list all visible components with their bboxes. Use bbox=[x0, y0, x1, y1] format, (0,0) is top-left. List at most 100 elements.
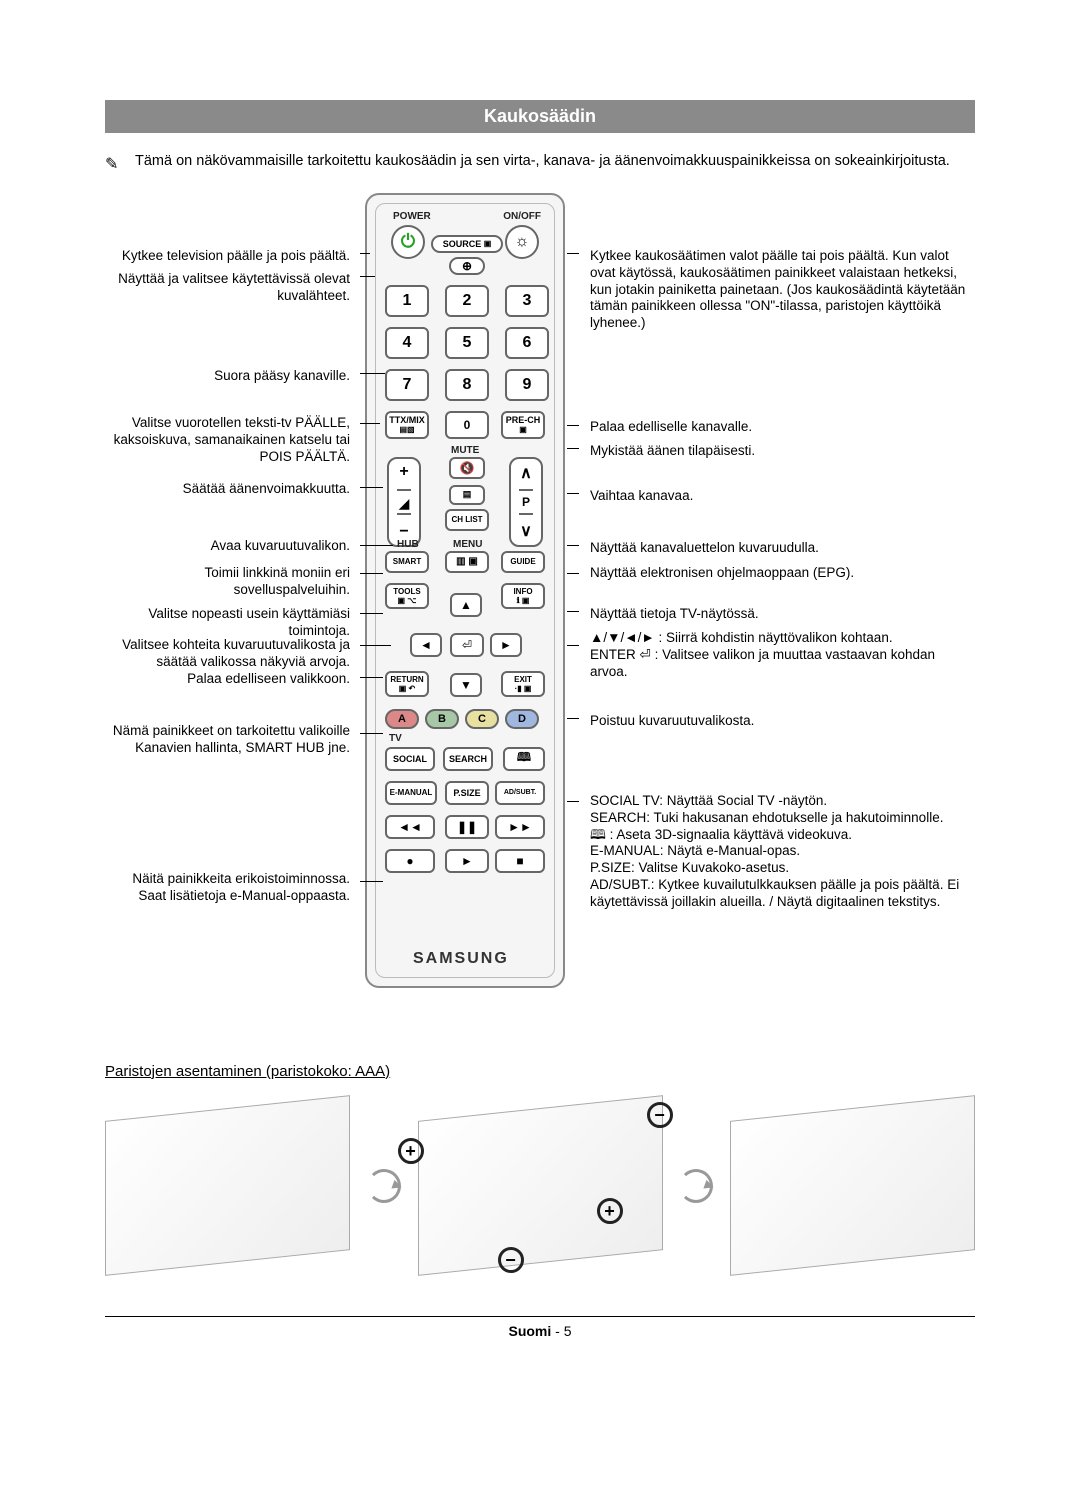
battery-heading: Paristojen asentaminen (paristokoko: AAA… bbox=[105, 1063, 975, 1080]
social-button[interactable]: SOCIAL bbox=[385, 747, 435, 771]
ffwd-button[interactable]: ►► bbox=[495, 815, 545, 839]
source-button[interactable]: SOURCE ▣ bbox=[431, 235, 503, 253]
ttx-button[interactable]: TTX/MIX▤▧ bbox=[385, 411, 429, 439]
channel-rocker[interactable]: ∧ P ∨ bbox=[509, 457, 543, 547]
adsubt-button[interactable]: AD/SUBT. bbox=[495, 781, 545, 805]
pause-button[interactable]: ❚❚ bbox=[445, 815, 489, 839]
right-desc: Näyttää elektronisen ohjelmaoppaan (EPG)… bbox=[590, 565, 970, 582]
left-desc: Nämä painikkeet on tarkoitettu valikoill… bbox=[105, 723, 350, 757]
return-button[interactable]: RETURN▣ ↶ bbox=[385, 671, 429, 697]
dpad-down[interactable]: ▼ bbox=[450, 673, 482, 697]
emanual-button[interactable]: E-MANUAL bbox=[385, 781, 437, 805]
leader-line bbox=[360, 881, 383, 882]
btn-b[interactable]: B bbox=[425, 709, 459, 729]
mute-button[interactable]: 🔇 bbox=[449, 457, 485, 479]
battery-diagram: + − − + bbox=[105, 1096, 975, 1276]
menu-label: MENU bbox=[453, 539, 482, 550]
leader-line bbox=[567, 611, 579, 612]
leader-line bbox=[360, 423, 380, 424]
num-8[interactable]: 8 bbox=[445, 369, 489, 401]
num-9[interactable]: 9 bbox=[505, 369, 549, 401]
leader-line bbox=[567, 448, 579, 449]
btn-a[interactable]: A bbox=[385, 709, 419, 729]
record-button[interactable]: ● bbox=[385, 849, 435, 873]
power-label: POWER bbox=[393, 211, 431, 222]
right-desc: Näyttää tietoja TV-näytössä. bbox=[590, 606, 970, 623]
brand-logo: SAMSUNG bbox=[413, 950, 509, 968]
plus-icon: + bbox=[398, 1138, 424, 1164]
left-desc: Valitse nopeasti usein käyttämiäsi toimi… bbox=[105, 606, 350, 640]
power-button[interactable]: ⏻ bbox=[391, 225, 425, 259]
play-button[interactable]: ► bbox=[445, 849, 489, 873]
leader-line bbox=[360, 733, 383, 734]
onoff-label: ON/OFF bbox=[503, 211, 541, 222]
num-0[interactable]: 0 bbox=[445, 411, 489, 439]
light-button[interactable]: ☼ bbox=[505, 225, 539, 259]
battery-step-3 bbox=[730, 1095, 975, 1276]
leader-line bbox=[567, 493, 579, 494]
left-desc: Valitse vuorotellen teksti-tv PÄÄLLE, ka… bbox=[105, 415, 350, 466]
num-3[interactable]: 3 bbox=[505, 285, 549, 317]
footer-page: 5 bbox=[564, 1323, 572, 1339]
minus-icon-2: − bbox=[647, 1102, 673, 1128]
section-title: Kaukosäädin bbox=[105, 100, 975, 133]
plus-icon-2: + bbox=[597, 1198, 623, 1224]
3d-button[interactable]: 🕮 bbox=[503, 747, 545, 771]
intro-note: ✎ Tämä on näkövammaisille tarkoitettu ka… bbox=[105, 151, 975, 173]
rewind-button[interactable]: ◄◄ bbox=[385, 815, 435, 839]
psize-button[interactable]: P.SIZE bbox=[445, 781, 489, 805]
step-arrow-icon-2 bbox=[679, 1169, 713, 1203]
leader-line bbox=[360, 573, 383, 574]
num-4[interactable]: 4 bbox=[385, 327, 429, 359]
right-desc: ▲/▼/◄/► : Siirrä kohdistin näyttövalikon… bbox=[590, 630, 970, 681]
mute-label: MUTE bbox=[451, 445, 479, 456]
num-7[interactable]: 7 bbox=[385, 369, 429, 401]
right-desc: Poistuu kuvaruutuvalikosta. bbox=[590, 713, 970, 730]
footer-lang: Suomi bbox=[508, 1323, 551, 1339]
left-desc: Valitsee kohteita kuvaruutuvalikosta ja … bbox=[105, 637, 350, 671]
left-desc: Kytkee television päälle ja pois päältä. bbox=[105, 248, 350, 265]
volume-rocker[interactable]: + ◢ − bbox=[387, 457, 421, 547]
num-6[interactable]: 6 bbox=[505, 327, 549, 359]
minus-icon: − bbox=[498, 1247, 524, 1273]
leader-line bbox=[567, 801, 579, 802]
exit-button[interactable]: EXIT·▮ ▣ bbox=[501, 671, 545, 697]
chlist-button[interactable]: CH LIST bbox=[445, 509, 489, 531]
search-button[interactable]: SEARCH bbox=[443, 747, 493, 771]
menu-button[interactable]: ▥ ▣ bbox=[445, 551, 489, 573]
battery-step-1 bbox=[105, 1095, 350, 1276]
leader-line bbox=[567, 253, 579, 254]
remote-body: POWER ON/OFF ⏻ ☼ SOURCE ▣ ⊕ 123 456 789 TT… bbox=[365, 193, 565, 988]
dpad-right[interactable]: ► bbox=[490, 633, 522, 657]
btn-c[interactable]: C bbox=[465, 709, 499, 729]
guide-button[interactable]: GUIDE bbox=[501, 551, 545, 573]
left-desc: Toimii linkkinä moniin eri sovelluspalve… bbox=[105, 565, 350, 599]
num-2[interactable]: 2 bbox=[445, 285, 489, 317]
stop-button[interactable]: ■ bbox=[495, 849, 545, 873]
page-footer: Suomi - 5 bbox=[105, 1316, 975, 1339]
smart-button[interactable]: SMART bbox=[385, 551, 429, 573]
leader-line bbox=[567, 425, 579, 426]
chlist-icon[interactable]: ▤ bbox=[449, 485, 485, 505]
leader-line bbox=[360, 253, 370, 254]
btn-d[interactable]: D bbox=[505, 709, 539, 729]
left-desc: Säätää äänenvoimakkuutta. bbox=[105, 481, 350, 498]
leader-line bbox=[360, 373, 385, 374]
right-desc: SOCIAL TV: Näyttää Social TV -näytön. SE… bbox=[590, 793, 970, 911]
input-icon-button[interactable]: ⊕ bbox=[449, 257, 485, 275]
left-desc: Näyttää ja valitsee käytettävissä olevat… bbox=[105, 271, 350, 305]
leader-line bbox=[567, 718, 579, 719]
right-desc: Näyttää kanavaluettelon kuvaruudulla. bbox=[590, 540, 970, 557]
num-1[interactable]: 1 bbox=[385, 285, 429, 317]
leader-line bbox=[360, 677, 383, 678]
right-desc: Kytkee kaukosäätimen valot päälle tai po… bbox=[590, 248, 970, 332]
prech-button[interactable]: PRE-CH▣ bbox=[501, 411, 545, 439]
num-5[interactable]: 5 bbox=[445, 327, 489, 359]
hub-label: HUB bbox=[397, 539, 419, 550]
dpad-up[interactable]: ▲ bbox=[450, 593, 482, 617]
left-desc: Palaa edelliseen valikkoon. bbox=[105, 671, 350, 688]
note-icon: ✎ bbox=[105, 153, 118, 177]
dpad-left[interactable]: ◄ bbox=[410, 633, 442, 657]
enter-button[interactable]: ⏎ bbox=[450, 633, 484, 657]
battery-step-2 bbox=[418, 1095, 663, 1276]
